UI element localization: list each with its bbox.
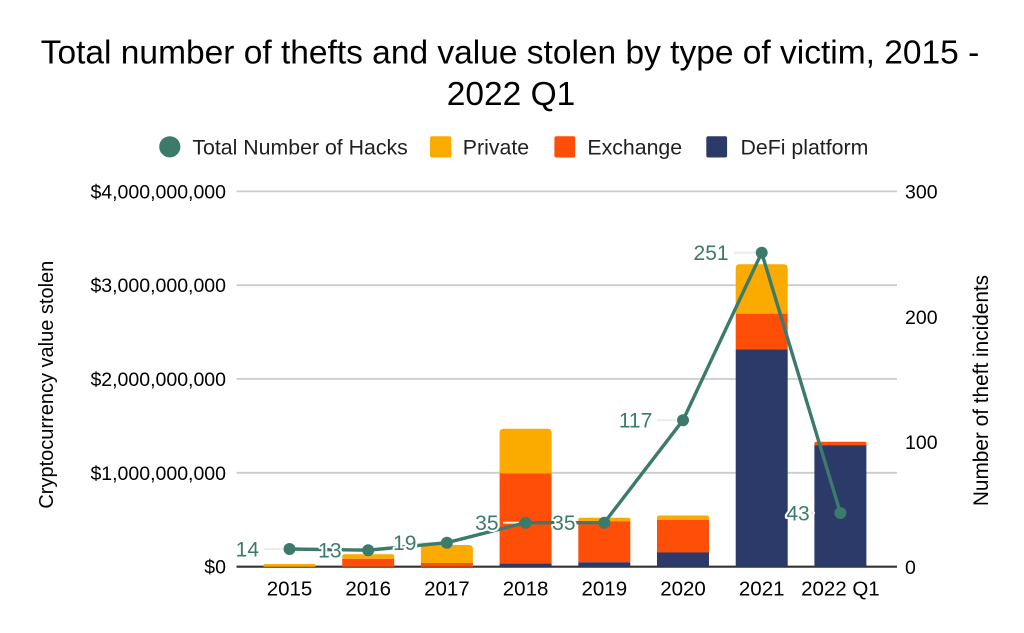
svg-text:Private: Private [463,135,529,159]
svg-text:2015: 2015 [267,577,313,600]
svg-text:117: 117 [619,410,652,433]
svg-text:251: 251 [694,242,729,265]
svg-text:200: 200 [905,307,938,329]
svg-text:35: 35 [552,512,575,535]
svg-text:14: 14 [236,539,260,562]
svg-text:13: 13 [318,540,341,563]
svg-text:2018: 2018 [503,577,549,600]
svg-text:2017: 2017 [424,577,470,600]
svg-text:Exchange: Exchange [587,135,682,159]
svg-text:0: 0 [905,557,916,579]
svg-text:2019: 2019 [581,577,627,600]
svg-text:$2,000,000,000: $2,000,000,000 [90,369,226,391]
svg-text:300: 300 [905,182,938,204]
svg-text:2021: 2021 [739,577,785,600]
svg-text:2022 Q1: 2022 Q1 [447,76,576,113]
svg-text:35: 35 [475,512,498,535]
svg-text:19: 19 [393,532,416,555]
svg-text:2016: 2016 [345,577,391,600]
svg-text:2020: 2020 [660,577,706,600]
svg-text:$3,000,000,000: $3,000,000,000 [90,275,226,297]
svg-text:$0: $0 [204,557,226,579]
svg-text:Total Number of Hacks: Total Number of Hacks [192,135,407,159]
svg-text:DeFi platform: DeFi platform [741,135,869,159]
svg-text:Cryptocurrency value stolen: Cryptocurrency value stolen [36,261,58,509]
svg-text:$1,000,000,000: $1,000,000,000 [90,463,226,485]
svg-text:$4,000,000,000: $4,000,000,000 [90,181,226,203]
svg-text:Total number of thefts and val: Total number of thefts and value stolen … [41,35,980,72]
svg-text:100: 100 [905,432,938,454]
svg-text:43: 43 [786,503,809,526]
svg-text:2022 Q1: 2022 Q1 [801,577,880,600]
svg-text:Number of theft incidents: Number of theft incidents [970,275,993,506]
